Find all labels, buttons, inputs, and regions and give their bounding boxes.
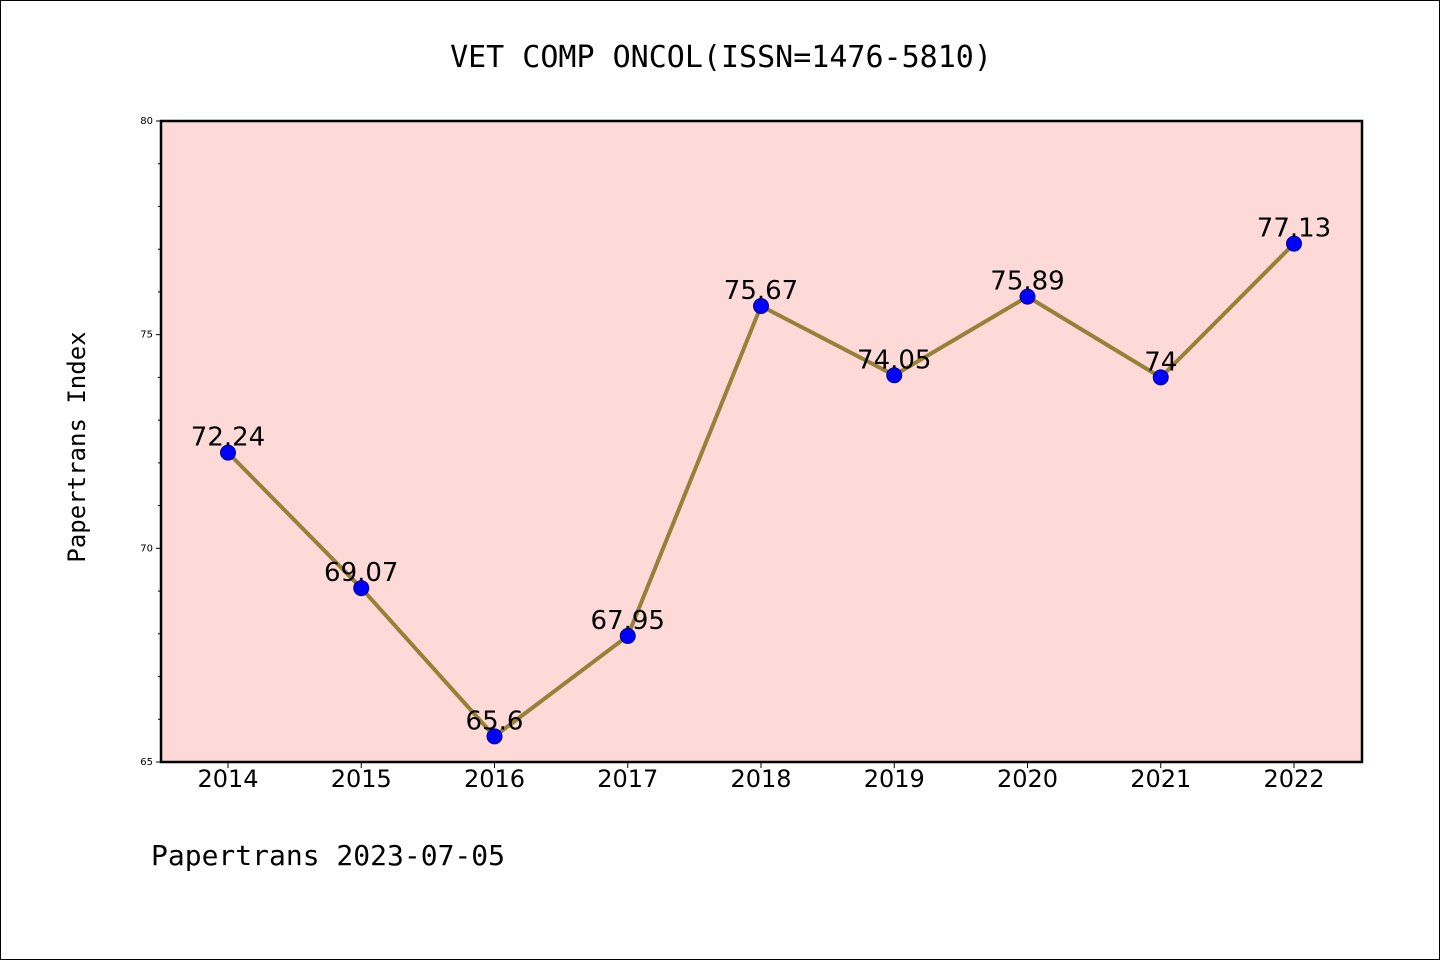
plot-area — [161, 121, 1362, 762]
x-tick-label: 2014 — [197, 765, 258, 793]
data-point-marker — [353, 580, 370, 597]
data-point-marker — [1286, 235, 1302, 252]
x-tick-label: 2016 — [464, 765, 525, 793]
data-value-label: 75.67 — [724, 276, 798, 306]
y-tick-label: 70 — [140, 543, 153, 554]
series-markers — [220, 235, 1302, 745]
data-point-marker — [1019, 288, 1036, 305]
data-value-label: 67.95 — [591, 606, 665, 636]
data-value-label: 74.05 — [857, 345, 931, 375]
y-axis-label: Papertrans Index — [63, 331, 91, 562]
data-value-label: 75.89 — [990, 267, 1064, 297]
data-value-label: 77.13 — [1257, 214, 1331, 244]
data-point-marker — [1152, 369, 1169, 386]
data-value-label: 74 — [1144, 347, 1177, 377]
y-tick-label: 75 — [140, 330, 153, 341]
y-tick-label: 65 — [140, 757, 153, 768]
data-value-label: 65.6 — [466, 706, 524, 736]
plot-border — [159, 119, 1364, 764]
x-tick-label: 2020 — [997, 765, 1058, 793]
data-point-marker — [220, 444, 236, 461]
x-tick-label: 2017 — [597, 765, 658, 793]
axis-ticks: 65 70 75 80 2014 2015 2016 2017 2018 2019 2020 2021… — [140, 116, 1324, 793]
data-point-marker — [619, 627, 636, 644]
x-tick-label: 2022 — [1263, 765, 1324, 793]
x-tick-label: 2018 — [730, 765, 791, 793]
footer-date: Papertrans 2023-07-05 — [151, 839, 505, 872]
data-point-marker — [753, 298, 769, 315]
x-tick-label: 2019 — [864, 765, 925, 793]
chart-title: VET COMP ONCOL(ISSN=1476-5810) — [450, 40, 992, 75]
y-tick-label: 80 — [140, 116, 153, 127]
x-tick-label: 2015 — [331, 765, 392, 793]
data-point-marker — [886, 367, 903, 384]
data-point-marker — [486, 728, 503, 745]
data-value-label: 69.07 — [324, 558, 398, 588]
data-labels: 72.24 69.07 65.6 67.95 75.67 74.05 75.89 74 77.1… — [191, 214, 1331, 737]
data-value-label: 72.24 — [191, 423, 265, 453]
x-tick-label: 2021 — [1130, 765, 1191, 793]
